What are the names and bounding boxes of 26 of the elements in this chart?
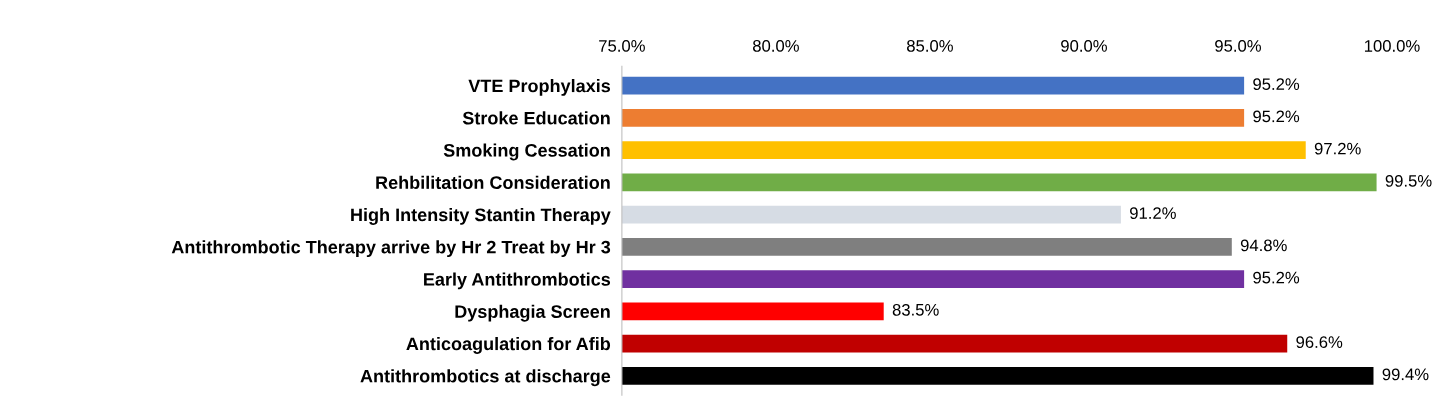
data-label: 95.2%	[1253, 78, 1300, 91]
data-label: 96.6%	[1296, 336, 1343, 348]
data-label: 95.2%	[1253, 110, 1300, 123]
y-tick-label: Smoking Cessation	[443, 143, 610, 161]
x-tick-label: 90.0%	[1061, 39, 1107, 52]
data-label: 99.5%	[1385, 174, 1432, 187]
x-tick-label: 75.0%	[599, 39, 645, 52]
x-tick-label: 95.0%	[1215, 39, 1261, 52]
x-tick-label: 85.0%	[907, 39, 953, 52]
data-label: 99.4%	[1382, 368, 1429, 381]
data-label: 83.5%	[892, 303, 939, 316]
y-tick-label: VTE Prophylaxis	[468, 79, 611, 96]
data-label: 97.2%	[1314, 142, 1361, 155]
x-tick-label: 100.0%	[1364, 39, 1420, 52]
y-tick-label: Dysphagia Screen	[455, 304, 610, 322]
y-tick-label: Stroke Education	[462, 111, 610, 125]
y-tick-label: Antithrombotic Therapy arrive by Hr 2 Treat by Hr 3	[171, 240, 611, 258]
data-label: 94.8%	[1240, 239, 1287, 252]
y-tick-label: Anticoagulation for Afib	[406, 336, 611, 354]
y-tick-label: High Intensity Stantin Therapy	[351, 207, 611, 225]
y-tick-label: Rehbilitation Consideration	[376, 175, 610, 190]
y-tick-label: Early Antithrombotics	[424, 272, 611, 290]
data-label: 91.2%	[1130, 207, 1176, 220]
data-label: 95.2%	[1253, 271, 1300, 284]
y-tick-label: Antithrombotics at discharge	[360, 369, 611, 387]
x-tick-label: 80.0%	[753, 39, 799, 52]
